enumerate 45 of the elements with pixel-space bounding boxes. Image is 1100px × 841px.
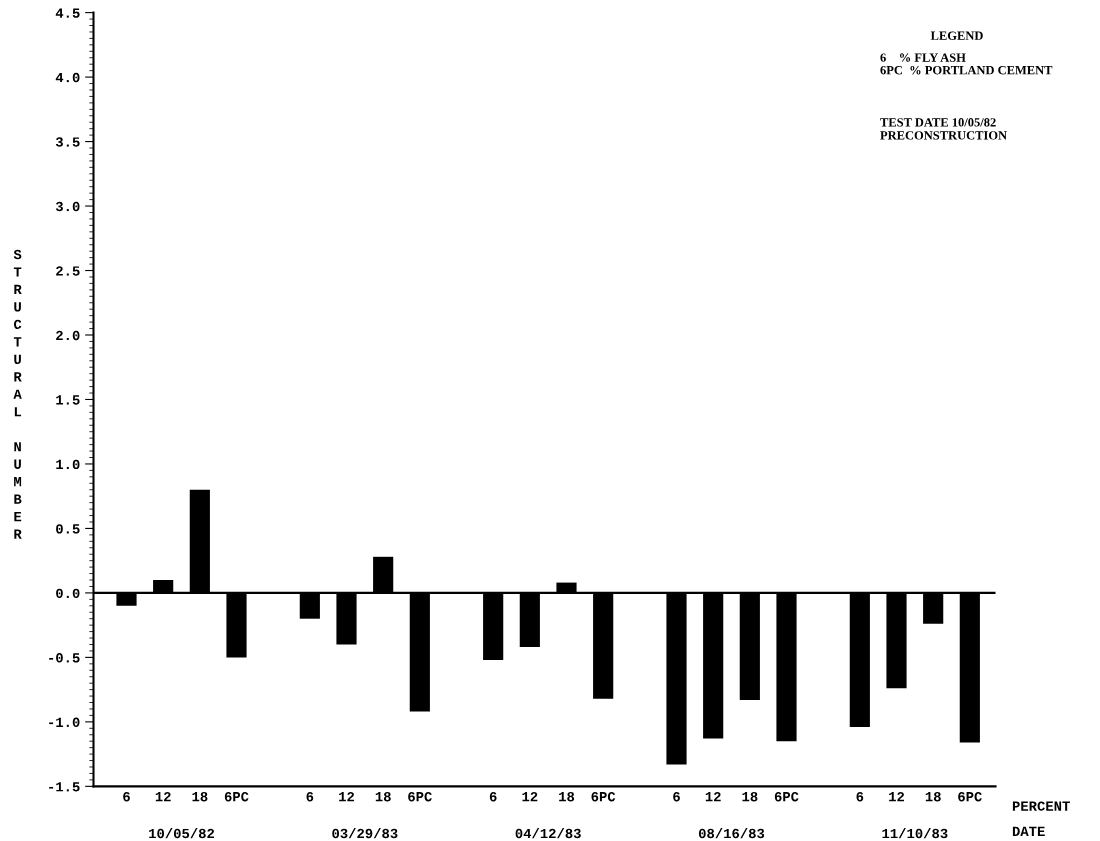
- x-tick-label: 18: [925, 791, 941, 802]
- annotation: TEST DATE 10/05/82 PRECONSTRUCTION: [880, 118, 1007, 140]
- text: PERCENT: [1012, 801, 1070, 811]
- y-tick-label: 3.5: [55, 137, 80, 147]
- x-tick-label: 12: [705, 791, 721, 802]
- annotation: LEGEND: [930, 31, 983, 40]
- text: 04/12/83: [515, 828, 581, 839]
- x-tick-label: 18: [375, 791, 391, 802]
- y-tick-label: 0.5: [56, 524, 80, 534]
- x-tick-label: 6: [673, 791, 680, 802]
- x-tick-label: 6PC: [408, 791, 432, 802]
- annotation: 6PC % PORTLAND CEMENT: [880, 65, 1053, 75]
- y-tick-label: 2.0: [56, 330, 80, 341]
- text: STRUCTURAL NUMBER: [13, 249, 22, 539]
- y-tick-label: -0.5: [49, 653, 80, 663]
- text: 11/10/83: [882, 828, 948, 839]
- x-tick-label: 12: [889, 791, 905, 802]
- x-tick-label: 6: [123, 791, 130, 802]
- x-tick-label: 12: [339, 791, 355, 802]
- x-tick-label: 6PC: [774, 791, 799, 802]
- x-tick-label: 18: [742, 791, 758, 802]
- y-tick-label: 1.0: [56, 459, 80, 470]
- y-tick-label: 4.0: [55, 72, 80, 83]
- y-tick-label: 2.5: [56, 266, 80, 276]
- x-tick-label: 18: [559, 791, 575, 802]
- x-tick-label: 6: [856, 791, 864, 802]
- y-tick-label: 0.0: [56, 588, 80, 599]
- text: 10/05/82: [149, 828, 215, 839]
- x-tick-label: 6PC: [591, 791, 616, 802]
- x-tick-label: 18: [192, 791, 208, 802]
- y-tick-label: 1.5: [56, 395, 80, 405]
- x-tick-label: 12: [155, 791, 171, 802]
- x-tick-label: 6: [489, 791, 497, 802]
- x-tick-label: 6: [306, 791, 314, 802]
- x-tick-label: 12: [522, 791, 538, 802]
- text: 08/16/83: [698, 828, 765, 839]
- annotation: 6 % FLY ASH: [880, 53, 966, 62]
- y-tick-label: 3.0: [55, 201, 80, 212]
- text: 03/29/83: [332, 828, 398, 839]
- y-tick-label: -1.5: [49, 782, 80, 792]
- x-tick-label: 6PC: [958, 791, 982, 802]
- y-tick-label: -1.0: [49, 717, 80, 728]
- text: DATE: [1012, 826, 1045, 836]
- x-tick-label: 6PC: [224, 791, 249, 802]
- y-tick-label: 4.5: [55, 8, 80, 18]
